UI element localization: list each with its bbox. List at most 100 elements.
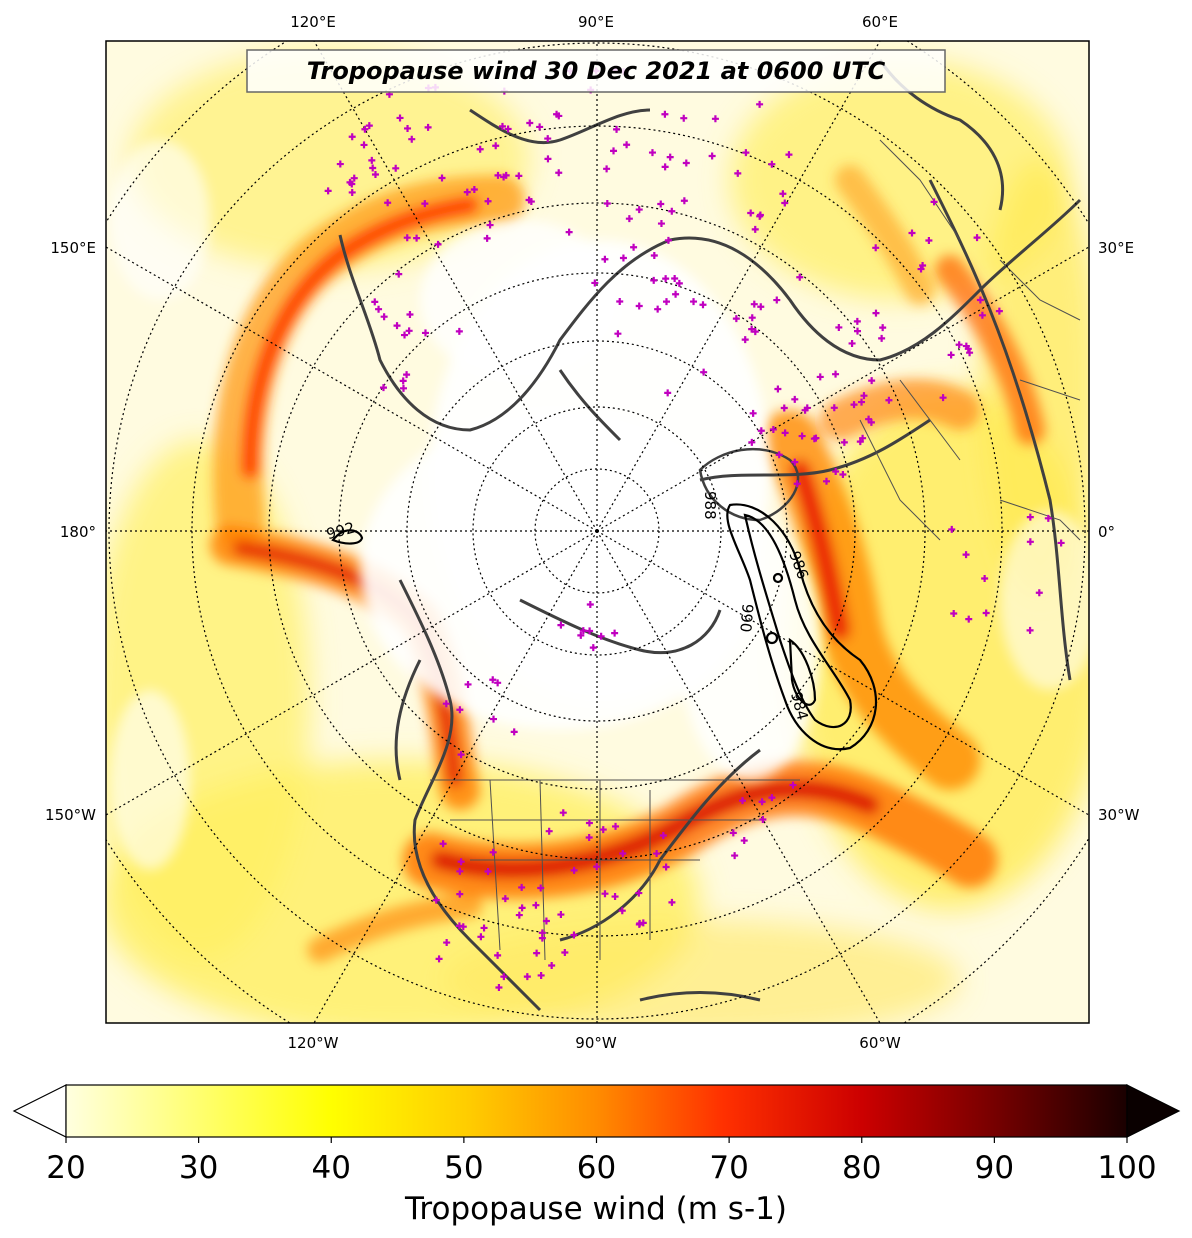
station-marker bbox=[664, 389, 672, 397]
station-marker bbox=[978, 311, 986, 319]
station-marker bbox=[966, 349, 974, 357]
contour-label-990: 990 bbox=[736, 603, 756, 633]
borders bbox=[430, 139, 1081, 961]
colorbar-bar bbox=[65, 1084, 1128, 1138]
station-marker bbox=[803, 404, 811, 412]
station-marker bbox=[672, 290, 680, 298]
colorbar-tick-label: 70 bbox=[709, 1150, 748, 1186]
station-marker bbox=[917, 265, 925, 273]
station-marker bbox=[403, 371, 411, 379]
station-marker bbox=[610, 147, 618, 155]
station-marker bbox=[708, 152, 716, 160]
station-marker bbox=[494, 679, 502, 687]
station-marker bbox=[925, 237, 933, 245]
station-marker bbox=[361, 125, 369, 133]
station-marker bbox=[748, 438, 756, 446]
station-marker bbox=[526, 119, 534, 127]
station-marker bbox=[796, 273, 804, 281]
station-marker bbox=[379, 384, 387, 392]
station-marker bbox=[1057, 539, 1065, 547]
station-marker bbox=[544, 155, 552, 163]
station-marker bbox=[489, 676, 497, 684]
lon-label-30w: 30°W bbox=[1098, 806, 1140, 824]
station-marker bbox=[859, 434, 867, 442]
station-marker bbox=[603, 200, 611, 208]
station-marker bbox=[399, 384, 407, 392]
station-marker bbox=[533, 949, 541, 957]
lon-label-150e: 150°E bbox=[50, 239, 96, 257]
station-marker bbox=[486, 221, 494, 229]
station-marker bbox=[729, 829, 737, 837]
station-marker bbox=[570, 866, 578, 874]
station-marker bbox=[492, 142, 500, 150]
station-marker bbox=[350, 174, 358, 182]
station-marker bbox=[432, 896, 440, 904]
station-marker bbox=[618, 907, 626, 915]
station-marker bbox=[616, 298, 624, 306]
station-marker bbox=[653, 850, 661, 858]
pressure-contours bbox=[331, 503, 878, 751]
station-marker bbox=[981, 575, 989, 583]
station-marker bbox=[396, 114, 404, 122]
station-marker bbox=[868, 377, 876, 385]
station-marker bbox=[557, 621, 565, 629]
colorbar-tick-label: 20 bbox=[46, 1150, 85, 1186]
station-marker bbox=[661, 163, 669, 171]
station-marker bbox=[853, 317, 861, 325]
station-marker bbox=[515, 172, 523, 180]
station-marker bbox=[885, 396, 893, 404]
station-marker bbox=[442, 700, 450, 708]
station-marker bbox=[982, 609, 990, 617]
station-marker bbox=[769, 425, 777, 433]
station-marker bbox=[405, 327, 413, 335]
station-marker bbox=[699, 301, 707, 309]
station-marker bbox=[532, 901, 540, 909]
station-marker bbox=[545, 827, 553, 835]
station-marker bbox=[579, 627, 587, 635]
station-marker bbox=[1035, 589, 1043, 597]
station-marker bbox=[371, 171, 379, 179]
station-marker bbox=[1044, 514, 1052, 522]
station-marker bbox=[456, 867, 464, 875]
station-marker bbox=[489, 848, 497, 856]
station-marker bbox=[483, 234, 491, 242]
station-marker bbox=[748, 325, 756, 333]
station-marker bbox=[865, 415, 873, 423]
station-marker bbox=[494, 951, 502, 959]
station-marker bbox=[619, 849, 627, 857]
station-marker bbox=[650, 276, 658, 284]
station-marker bbox=[747, 209, 755, 217]
station-marker bbox=[456, 890, 464, 898]
station-marker bbox=[424, 123, 432, 131]
station-marker bbox=[751, 328, 759, 336]
graticule bbox=[106, 41, 1089, 1023]
station-marker bbox=[962, 551, 970, 559]
station-marker bbox=[919, 261, 927, 269]
colorbar-tick-label: 90 bbox=[975, 1150, 1014, 1186]
contour-label-988: 988 bbox=[701, 491, 719, 520]
station-marker bbox=[872, 309, 880, 317]
station-marker bbox=[586, 627, 594, 635]
station-marker bbox=[613, 125, 621, 133]
polar-calm-region bbox=[110, 140, 1089, 870]
station-marker bbox=[470, 185, 478, 193]
station-marker bbox=[464, 680, 472, 688]
station-marker bbox=[589, 644, 597, 652]
station-marker bbox=[657, 220, 665, 228]
colorbar-tick-label: 30 bbox=[179, 1150, 218, 1186]
station-marker bbox=[527, 198, 535, 206]
station-marker bbox=[477, 933, 485, 941]
station-marker bbox=[662, 863, 670, 871]
station-marker bbox=[555, 169, 563, 177]
station-marker bbox=[553, 110, 561, 118]
station-marker bbox=[399, 377, 407, 385]
station-marker bbox=[830, 404, 838, 412]
station-marker bbox=[518, 883, 526, 891]
station-marker bbox=[498, 122, 506, 130]
station-marker bbox=[690, 298, 698, 306]
colorbar: 20 30 40 50 60 70 80 90 100 Tropopause wind (m s… bbox=[12, 1084, 1181, 1227]
station-marker bbox=[666, 153, 674, 161]
colorbar-extend-high bbox=[1126, 1084, 1181, 1138]
station-marker bbox=[494, 171, 502, 179]
